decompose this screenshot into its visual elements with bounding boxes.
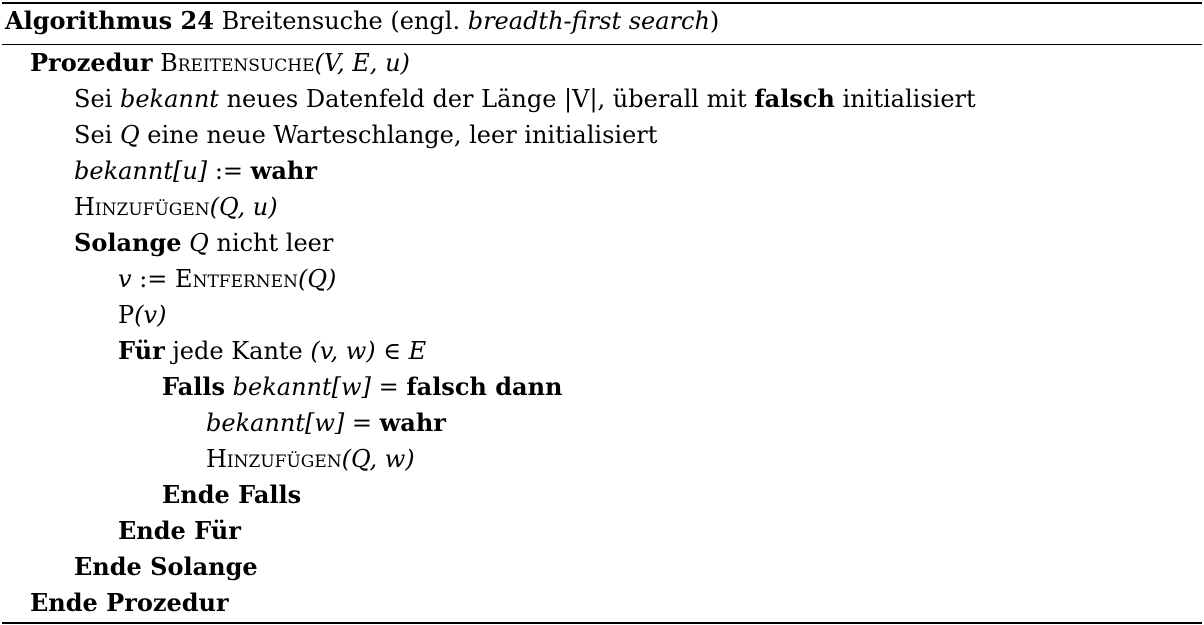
line-fuer: Für jede Kante (v, w) ∈ E xyxy=(118,336,426,366)
bottom-rule xyxy=(2,622,1202,624)
call-hinzufuegen: Hinzufügen xyxy=(206,445,342,473)
keyword-ende-falls: Ende Falls xyxy=(162,480,302,509)
call-p: P xyxy=(118,301,135,329)
line-set-bekannt-w: bekannt[w] = wahr xyxy=(206,408,446,438)
text: Sei xyxy=(74,121,113,149)
var-bekannt-w: bekannt[w] xyxy=(206,409,345,437)
line-p-call: P(v) xyxy=(118,300,166,330)
text: neues Datenfeld der Länge |V|, überall m… xyxy=(226,85,747,113)
value-wahr: wahr xyxy=(379,408,446,437)
text: eine neue Warteschlange, leer initialisi… xyxy=(147,121,658,149)
line-procedure-header: Prozedur Breitensuche(V, E, u) xyxy=(30,48,410,78)
call-args: (Q, w) xyxy=(341,445,415,473)
line-ende-prozedur: Ende Prozedur xyxy=(30,588,229,618)
call-entfernen: Entfernen xyxy=(175,265,298,293)
value-falsch: falsch xyxy=(754,84,835,113)
edge-expression: (v, w) ∈ E xyxy=(310,337,427,365)
call-args: (Q) xyxy=(297,265,337,293)
line-ende-falls: Ende Falls xyxy=(162,480,301,510)
text: Sei xyxy=(74,85,113,113)
var-q: Q xyxy=(119,121,140,149)
keyword-fuer: Für xyxy=(118,336,165,365)
var-bekannt-u: bekannt[u] xyxy=(74,157,208,185)
var-bekannt: bekannt xyxy=(119,85,219,113)
caption-title: Breitensuche (engl. xyxy=(221,7,461,35)
text: nicht leer xyxy=(216,229,334,257)
var-q: Q xyxy=(189,229,209,257)
equals-op: = xyxy=(351,409,372,437)
value-wahr: wahr xyxy=(250,156,317,185)
keyword-solange: Solange xyxy=(74,228,182,257)
line-init-queue: Sei Q eine neue Warteschlange, leer init… xyxy=(74,120,657,150)
line-hinzufuegen-w: Hinzufügen(Q, w) xyxy=(206,444,415,474)
procedure-args: (V, E, u) xyxy=(314,49,410,77)
line-ende-fuer: Ende Für xyxy=(118,516,241,546)
var-bekannt-w: bekannt[w] xyxy=(232,373,371,401)
keyword-ende-prozedur: Ende Prozedur xyxy=(30,588,229,617)
line-set-bekannt-u: bekannt[u] := wahr xyxy=(74,156,317,186)
text: jede Kante xyxy=(172,337,303,365)
line-hinzufuegen-u: Hinzufügen(Q, u) xyxy=(74,192,278,222)
text: initialisiert xyxy=(842,85,976,113)
keyword-ende-solange: Ende Solange xyxy=(74,552,258,581)
call-args: (Q, u) xyxy=(209,193,278,221)
keyword-ende-fuer: Ende Für xyxy=(118,516,241,545)
top-rule xyxy=(2,2,1202,4)
line-init-bekannt: Sei bekannt neues Datenfeld der Länge |V… xyxy=(74,84,976,114)
var-v: v xyxy=(118,265,132,293)
keyword-prozedur: Prozedur xyxy=(30,48,153,77)
call-args: (v) xyxy=(134,301,167,329)
algorithm-caption: Algorithmus 24 Breitensuche (engl. bread… xyxy=(5,6,719,36)
line-solange: Solange Q nicht leer xyxy=(74,228,333,258)
assign-op: := xyxy=(139,265,168,293)
caption-rule xyxy=(2,44,1202,45)
caption-title-english: breadth-first search xyxy=(467,7,710,35)
line-falls: Falls bekannt[w] = falsch dann xyxy=(162,372,562,402)
caption-title-close: ) xyxy=(709,7,720,35)
assign-op: := xyxy=(214,157,244,185)
equals-op: = xyxy=(378,373,399,401)
line-ende-solange: Ende Solange xyxy=(74,552,258,582)
keyword-falls: Falls xyxy=(162,372,226,401)
caption-label: Algorithmus 24 xyxy=(5,6,214,35)
value-falsch-dann: falsch dann xyxy=(406,372,563,401)
call-hinzufuegen: Hinzufügen xyxy=(74,193,210,221)
line-entfernen: v := Entfernen(Q) xyxy=(118,264,336,294)
procedure-name: Breitensuche xyxy=(160,49,315,77)
